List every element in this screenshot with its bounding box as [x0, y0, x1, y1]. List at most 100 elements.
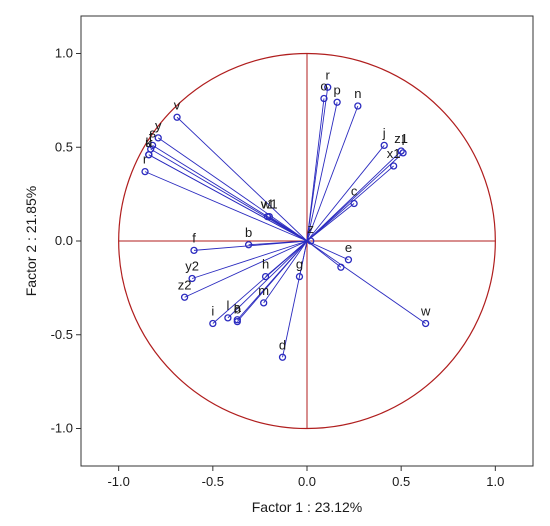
y-tick-label: 0.0 — [55, 233, 73, 248]
loading-vector — [191, 240, 308, 279]
point-label: m — [258, 283, 269, 298]
loading-vector — [263, 240, 308, 304]
point-label: b — [245, 225, 252, 240]
loading-vector — [306, 165, 394, 242]
point-label: x1 — [387, 146, 401, 161]
loading-point — [145, 151, 153, 159]
loading-point — [337, 263, 345, 271]
loading-point — [173, 113, 181, 121]
loading-vector — [306, 152, 404, 242]
point-label: b — [234, 302, 241, 317]
loading-vector — [236, 240, 308, 322]
point-label: w1 — [260, 197, 278, 212]
loading-point — [180, 293, 189, 301]
loading-point — [141, 167, 149, 176]
point-label: p — [334, 82, 341, 97]
point-label: g — [296, 257, 303, 272]
point-label: j — [382, 125, 386, 140]
loading-point — [307, 237, 315, 245]
loading-vector — [306, 98, 325, 242]
loading-vector — [306, 105, 359, 242]
point-label: y2 — [185, 259, 199, 274]
loading-vector — [267, 216, 308, 242]
loading-point — [154, 134, 162, 142]
loading-point — [263, 212, 272, 221]
point-label: d — [279, 337, 286, 352]
x-tick-label: 0.5 — [392, 474, 410, 489]
loading-point — [224, 314, 232, 322]
point-label: w — [420, 304, 431, 319]
y-tick-label: 1.0 — [55, 46, 73, 61]
loading-vector — [306, 240, 342, 268]
loading-point — [399, 149, 407, 157]
loading-point — [380, 141, 388, 150]
point-label: e — [345, 240, 352, 255]
point-label: h — [262, 257, 269, 272]
loading-point — [188, 274, 196, 283]
loading-point — [260, 299, 268, 307]
point-label: k — [146, 135, 153, 150]
vector-layer — [144, 87, 426, 358]
loading-point — [389, 162, 398, 170]
x-axis-title: Factor 1 : 23.12% — [252, 499, 363, 515]
loading-point — [324, 83, 332, 91]
point-label: c — [351, 184, 358, 199]
y-tick-label: -0.5 — [51, 327, 73, 342]
loading-point — [350, 199, 358, 208]
loading-vector — [306, 240, 426, 324]
loading-point — [344, 256, 353, 264]
loading-point — [278, 353, 287, 361]
y-tick-label: 0.5 — [55, 139, 73, 154]
loading-vector — [212, 240, 308, 324]
x-tick-label: -1.0 — [107, 474, 129, 489]
loading-point — [354, 102, 362, 110]
point-label: a — [234, 300, 242, 315]
point-label: f — [192, 230, 196, 245]
loading-point — [397, 147, 405, 155]
y-tick-label: -1.0 — [51, 421, 73, 436]
loading-vector — [144, 171, 308, 242]
x-tick-label: -0.5 — [202, 474, 224, 489]
point-label: t — [149, 129, 153, 144]
loading-vector — [176, 116, 308, 242]
loading-point — [261, 272, 270, 281]
point-label: v1 — [261, 197, 275, 212]
point-label: l — [402, 133, 405, 148]
point-label: n — [354, 86, 361, 101]
point-label: y — [155, 118, 162, 133]
loading-vector — [148, 154, 308, 242]
point-label: s — [149, 125, 156, 140]
point-label: r — [143, 152, 148, 167]
loading-vector — [184, 240, 308, 298]
point-label: i — [211, 304, 214, 319]
loading-point — [244, 241, 253, 249]
loading-vector — [306, 240, 349, 261]
loading-point — [320, 94, 328, 103]
loading-vector — [282, 240, 308, 358]
loading-point — [233, 317, 241, 326]
loading-vector — [157, 137, 308, 242]
loading-point — [421, 319, 430, 328]
loading-vector — [150, 148, 308, 242]
point-label: v — [174, 97, 181, 112]
loading-vector — [306, 145, 385, 242]
point-label: z1 — [394, 131, 408, 146]
point-layer — [141, 83, 430, 361]
loading-point — [333, 98, 341, 106]
loading-point — [209, 319, 217, 328]
loading-point — [295, 272, 304, 281]
point-label: z — [308, 221, 315, 236]
y-axis-title: Factor 2 : 21.85% — [23, 186, 39, 297]
point-label: r — [326, 67, 331, 82]
loading-point — [148, 141, 157, 150]
loading-vector — [306, 203, 355, 242]
x-tick-label: 1.0 — [486, 474, 504, 489]
point-label: z2 — [178, 277, 192, 292]
tick-layer: -1.0 -0.5 0.0 0.5 1.0 1.0 0.5 0.0 -0.5 -1.0 — [51, 46, 505, 490]
loading-vector — [193, 240, 308, 251]
point-label: u — [145, 135, 152, 150]
loading-vector — [306, 102, 338, 242]
point-label: o — [320, 79, 327, 94]
point-label: l — [226, 298, 229, 313]
